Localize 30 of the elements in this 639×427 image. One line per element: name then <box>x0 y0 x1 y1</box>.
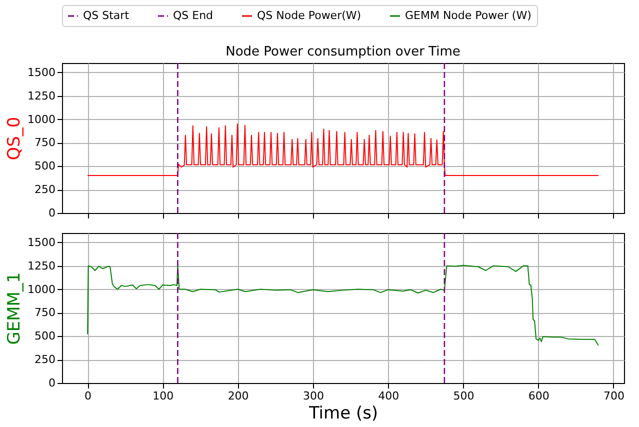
y-axis-title: QS_0 <box>4 116 25 160</box>
legend-label: QS Start <box>83 9 130 22</box>
y-tick-label: 0 <box>48 206 56 220</box>
x-tick-label: 300 <box>302 390 324 402</box>
legend-label: GEMM Node Power (W) <box>405 9 532 22</box>
x-tick-label: 200 <box>228 390 249 402</box>
y-tick-label: 0 <box>48 376 56 390</box>
y-tick-label: 1500 <box>28 236 56 249</box>
legend-label: QS End <box>173 9 214 22</box>
y-tick-label: 1250 <box>28 89 56 102</box>
x-tick-label: 100 <box>152 390 174 402</box>
y-tick-label: 250 <box>34 353 56 366</box>
legend-label: QS Node Power(W) <box>257 9 362 22</box>
x-tick-label: 500 <box>453 390 474 402</box>
x-tick-label: 600 <box>528 390 550 402</box>
chart-title: Node Power consumption over Time <box>226 44 460 60</box>
x-axis-title: Time (s) <box>308 404 378 424</box>
y-tick-label: 1000 <box>28 282 56 296</box>
y-tick-label: 750 <box>34 306 56 320</box>
y-tick-label: 500 <box>34 160 56 173</box>
y-tick-label: 250 <box>34 183 56 196</box>
y-tick-label: 500 <box>34 330 56 343</box>
x-tick-label: 400 <box>378 390 400 402</box>
y-axis-title: GEMM_1 <box>4 272 25 345</box>
y-tick-label: 1250 <box>28 259 56 272</box>
x-tick-label: 700 <box>603 390 624 402</box>
y-tick-label: 1500 <box>28 66 56 79</box>
x-tick-label: 0 <box>84 390 92 402</box>
y-tick-label: 750 <box>34 136 56 150</box>
y-tick-label: 1000 <box>28 112 56 126</box>
